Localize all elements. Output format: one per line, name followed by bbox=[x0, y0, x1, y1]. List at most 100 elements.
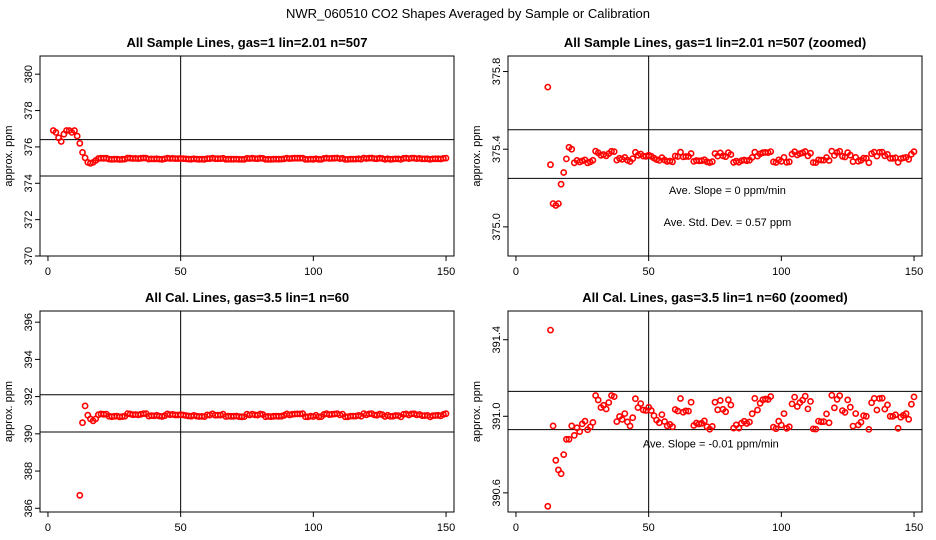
data-point bbox=[560, 169, 568, 176]
data-point bbox=[560, 451, 568, 458]
x-tick-label: 0 bbox=[45, 522, 51, 534]
data-point bbox=[751, 394, 759, 402]
y-tick-label: 370 bbox=[23, 247, 35, 265]
plot-frame bbox=[39, 55, 455, 257]
data-point bbox=[910, 148, 918, 156]
data-point bbox=[836, 147, 844, 155]
data-point bbox=[685, 407, 692, 415]
data-point bbox=[828, 391, 836, 399]
y-tick-label: 394 bbox=[23, 350, 35, 368]
data-point bbox=[889, 154, 897, 162]
data-point bbox=[52, 128, 60, 136]
y-tick-label: 375.4 bbox=[491, 135, 503, 163]
data-point bbox=[722, 408, 729, 416]
data-point bbox=[439, 154, 447, 162]
data-point bbox=[57, 138, 65, 145]
data-point bbox=[804, 405, 812, 413]
data-point bbox=[860, 154, 867, 162]
data-point bbox=[807, 397, 814, 405]
x-tick-label: 0 bbox=[45, 266, 51, 278]
x-tick-label: 0 bbox=[513, 266, 519, 278]
data-point bbox=[296, 410, 304, 418]
data-point bbox=[812, 425, 820, 433]
data-point bbox=[563, 155, 570, 163]
x-tick-label: 100 bbox=[304, 522, 322, 534]
data-point bbox=[605, 399, 613, 406]
x-tick-label: 150 bbox=[437, 266, 455, 278]
panel-title: All Cal. Lines, gas=3.5 lin=1 n=60 (zoom… bbox=[582, 290, 848, 305]
annotation-text: Ave. Std. Dev. = 0.57 ppm bbox=[664, 217, 792, 229]
data-point bbox=[565, 435, 573, 443]
x-tick-label: 50 bbox=[643, 522, 655, 534]
plot-frame bbox=[39, 310, 455, 513]
data-point bbox=[831, 404, 838, 412]
data-point bbox=[809, 425, 817, 433]
data-point bbox=[809, 159, 817, 166]
data-point bbox=[71, 127, 78, 134]
data-point bbox=[870, 394, 878, 402]
y-tick-label: 388 bbox=[23, 462, 35, 480]
y-tick-label: 375.0 bbox=[491, 213, 503, 241]
data-point bbox=[825, 419, 833, 427]
y-tick-label: 396 bbox=[23, 313, 35, 331]
data-point bbox=[140, 410, 147, 417]
data-point bbox=[682, 407, 690, 415]
x-tick-label: 100 bbox=[772, 522, 790, 534]
y-tick-label: 375.8 bbox=[491, 58, 503, 86]
data-point bbox=[701, 417, 708, 425]
data-point bbox=[754, 406, 761, 414]
data-point bbox=[632, 395, 639, 403]
data-point bbox=[708, 158, 716, 166]
x-tick-label: 50 bbox=[175, 266, 187, 278]
panel-sample-lines: All Sample Lines, gas=1 lin=2.01 n=507 ap… bbox=[3, 35, 455, 278]
data-point bbox=[547, 161, 554, 169]
panel-sample-lines-zoomed: All Sample Lines, gas=1 lin=2.01 n=507 (… bbox=[471, 35, 923, 278]
y-tick-label: 386 bbox=[23, 499, 35, 517]
data-point bbox=[629, 155, 637, 163]
data-point bbox=[785, 158, 793, 166]
x-tick-label: 0 bbox=[513, 522, 519, 534]
data-point bbox=[785, 423, 793, 431]
data-point bbox=[865, 425, 873, 433]
data-point bbox=[902, 410, 910, 418]
data-point bbox=[849, 422, 857, 430]
panel-title: All Sample Lines, gas=1 lin=2.01 n=507 (… bbox=[564, 35, 866, 50]
y-tick-label: 374 bbox=[23, 174, 35, 192]
plot-frame bbox=[507, 55, 923, 257]
x-tick-label: 100 bbox=[304, 266, 322, 278]
data-point bbox=[610, 148, 618, 155]
y-tick-label: 391.0 bbox=[491, 403, 503, 431]
data-point bbox=[563, 435, 570, 443]
data-point bbox=[544, 83, 552, 91]
data-point bbox=[878, 394, 886, 402]
data-point bbox=[711, 398, 719, 406]
y-tick-label: 378 bbox=[23, 101, 35, 119]
data-point bbox=[608, 147, 615, 155]
data-point bbox=[780, 410, 788, 417]
data-point bbox=[857, 418, 865, 426]
data-point bbox=[557, 470, 565, 478]
data-point bbox=[677, 395, 684, 402]
data-point bbox=[862, 412, 870, 420]
data-point bbox=[647, 407, 655, 414]
data-point bbox=[724, 396, 732, 404]
data-point bbox=[807, 149, 814, 157]
y-tick-label: 376 bbox=[23, 138, 35, 156]
y-axis-label: approx. ppm bbox=[471, 125, 483, 186]
data-point bbox=[658, 411, 666, 418]
y-tick-label: 390.6 bbox=[491, 479, 503, 507]
data-point bbox=[576, 428, 584, 435]
data-point bbox=[777, 421, 785, 429]
data-point bbox=[791, 393, 798, 401]
data-point bbox=[626, 422, 634, 430]
data-point bbox=[908, 400, 915, 408]
data-point bbox=[655, 419, 663, 427]
data-point bbox=[568, 145, 576, 153]
panel-cal-lines-zoomed: All Cal. Lines, gas=3.5 lin=1 n=60 (zoom… bbox=[471, 290, 923, 534]
data-point bbox=[442, 410, 450, 418]
data-point bbox=[817, 418, 825, 426]
data-point bbox=[618, 415, 626, 423]
data-point bbox=[118, 413, 126, 420]
data-point bbox=[817, 156, 825, 164]
